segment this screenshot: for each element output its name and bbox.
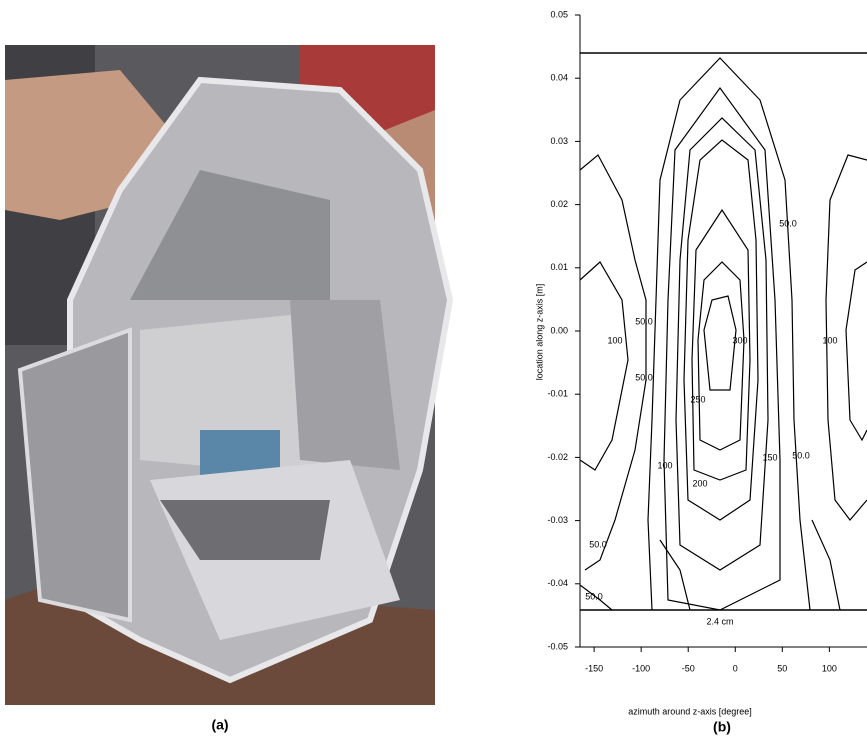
annotation: 300 — [732, 335, 747, 345]
annotation: 50.0 — [585, 591, 603, 601]
annotation: 100 — [822, 335, 837, 345]
annotation: 150 — [762, 452, 777, 462]
y-tick-label: -0.04 — [547, 578, 568, 588]
annotation: 50.0 — [635, 372, 653, 382]
annotation: 200 — [692, 478, 707, 488]
annotation: 50.0 — [589, 539, 607, 549]
caption-a: (a) — [211, 717, 228, 733]
annotation: 50.0 — [792, 450, 810, 460]
y-tick-label: -0.01 — [547, 389, 568, 399]
annotation: 50.0 — [779, 218, 797, 228]
annotation: 250 — [690, 394, 705, 404]
contours — [579, 57, 867, 611]
caption-b: (b) — [713, 719, 731, 735]
annotation: 100 — [657, 460, 672, 470]
x-tick-label: -100 — [632, 663, 650, 673]
x-tick-label: -50 — [682, 663, 695, 673]
x-tick-label: 50 — [777, 663, 787, 673]
y-tick-label: 0.00 — [550, 325, 568, 335]
y-tick-label: -0.05 — [547, 641, 568, 651]
x-tick-label: -150 — [585, 663, 603, 673]
annotation: 50.0 — [635, 316, 653, 326]
y-tick-label: 0.01 — [550, 262, 568, 272]
y-tick-label: 0.03 — [550, 136, 568, 146]
x-tick-label: 0 — [733, 663, 738, 673]
y-axis-label: location along z-axis [m] — [534, 284, 544, 381]
x-axis-label: azimuth around z-axis [degree] — [628, 706, 752, 716]
annotation: 100 — [607, 335, 622, 345]
y-tick-label: 0.04 — [550, 73, 568, 83]
annotation: 2.4 cm — [706, 616, 733, 626]
y-tick-label: -0.02 — [547, 452, 568, 462]
y-tick-label: 0.02 — [550, 199, 568, 209]
x-tick-label: 100 — [822, 663, 837, 673]
y-tick-label: 0.05 — [550, 9, 568, 19]
photo — [5, 45, 454, 705]
y-tick-label: -0.03 — [547, 515, 568, 525]
